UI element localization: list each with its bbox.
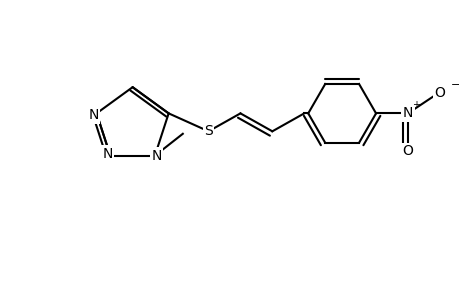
Text: O: O [402, 144, 413, 158]
Text: −: − [450, 80, 459, 90]
Text: O: O [433, 86, 444, 100]
Text: +: + [411, 100, 419, 110]
Text: S: S [204, 124, 213, 138]
Text: N: N [151, 149, 162, 163]
Text: N: N [88, 108, 99, 122]
Text: N: N [102, 147, 112, 161]
Text: N: N [402, 106, 412, 120]
